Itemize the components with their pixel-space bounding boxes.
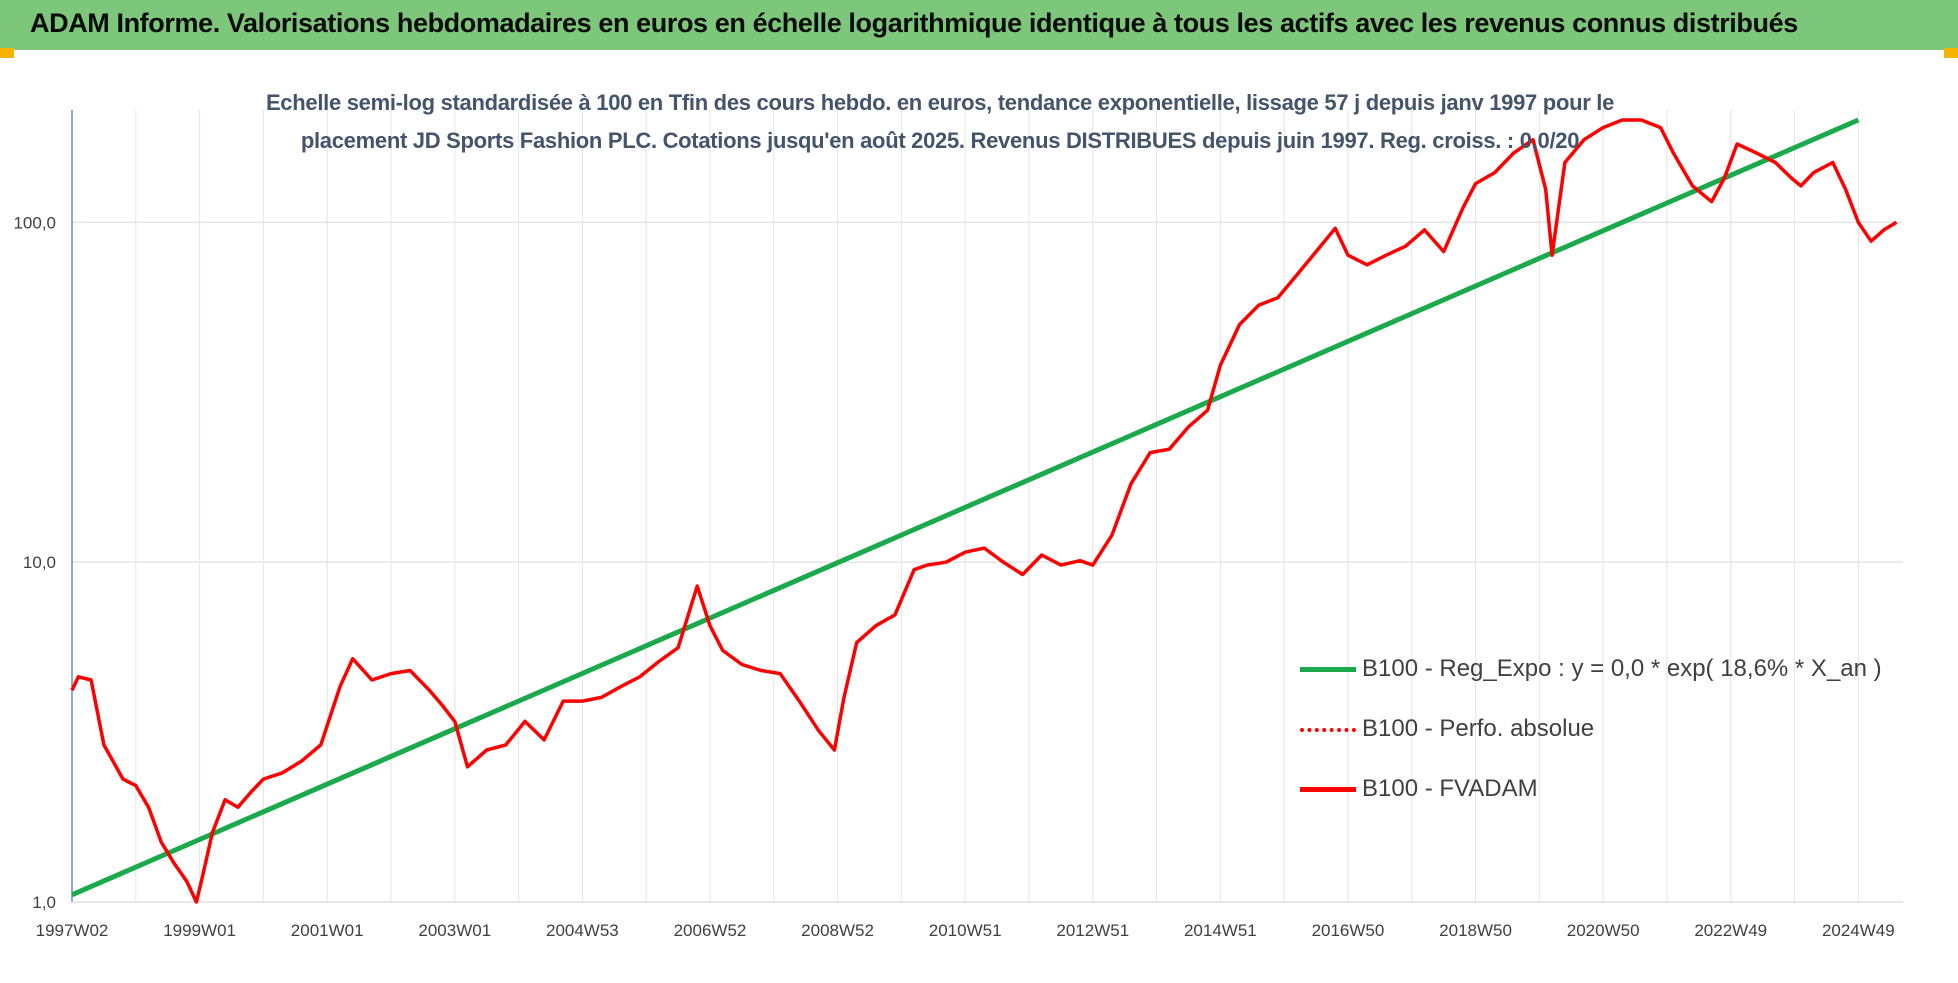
legend-swatch: [1300, 727, 1356, 732]
corner-marker: [1944, 48, 1958, 58]
x-tick-label: 2008W52: [801, 921, 874, 940]
y-tick-label: 1,0: [32, 893, 56, 912]
legend-label: B100 - Reg_Expo : y = 0,0 * exp( 18,6% *…: [1362, 655, 1882, 682]
y-tick-label: 100,0: [13, 213, 56, 232]
x-tick-label: 2022W49: [1694, 921, 1767, 940]
legend-label: B100 - FVADAM: [1362, 775, 1538, 802]
chart-title-line2: placement JD Sports Fashion PLC. Cotatio…: [300, 128, 1580, 153]
legend-item: B100 - Perfo. absolue: [1300, 715, 1594, 743]
y-tick-label: 10,0: [23, 553, 56, 572]
x-tick-label: 2020W50: [1567, 921, 1640, 940]
trend-line: [71, 117, 1860, 898]
x-tick-label: 2024W49: [1822, 921, 1895, 940]
x-tick-label: 2014W51: [1184, 921, 1257, 940]
chart-canvas: 1,0 10,0 100,0 1997W02 1999W01 2001W01 2003W01…: [13, 110, 1903, 940]
corner-marker: [0, 48, 14, 58]
x-tick-label: 1997W02: [36, 921, 109, 940]
x-tick-label: 2006W52: [674, 921, 747, 940]
x-tick-label: 2012W51: [1056, 921, 1129, 940]
legend-item: B100 - FVADAM: [1300, 775, 1538, 803]
header-bar: [0, 0, 1958, 50]
chart-title: Echelle semi-log standardisée à 100 en T…: [230, 84, 1650, 160]
page-title: ADAM Informe. Valorisations hebdomadaire…: [30, 8, 1798, 38]
legend-swatch: [1300, 787, 1356, 793]
legend-swatch: [1300, 667, 1356, 673]
x-tick-label: 1999W01: [163, 921, 236, 940]
x-tick-label: 2010W51: [929, 921, 1002, 940]
axis-layer: 1,0 10,0 100,0 1997W02 1999W01 2001W01 2003W01…: [13, 110, 1903, 940]
series-line-fvadam: [70, 118, 1898, 904]
grid-layer: [72, 110, 1903, 903]
chart-title-line1: Echelle semi-log standardisée à 100 en T…: [265, 90, 1615, 115]
x-tick-label: 2003W01: [418, 921, 491, 940]
x-tick-label: 2018W50: [1439, 921, 1512, 940]
chart-frame: 1,0 10,0 100,0 1997W02 1999W01 2001W01 2003W01…: [0, 50, 1958, 983]
legend-item: B100 - Reg_Expo : y = 0,0 * exp( 18,6% *…: [1300, 655, 1882, 683]
x-tick-label: 2004W53: [546, 921, 619, 940]
legend-label: B100 - Perfo. absolue: [1362, 715, 1595, 742]
x-tick-label: 2001W01: [291, 921, 364, 940]
series-layer: [70, 117, 1898, 904]
x-tick-label: 2016W50: [1312, 921, 1385, 940]
